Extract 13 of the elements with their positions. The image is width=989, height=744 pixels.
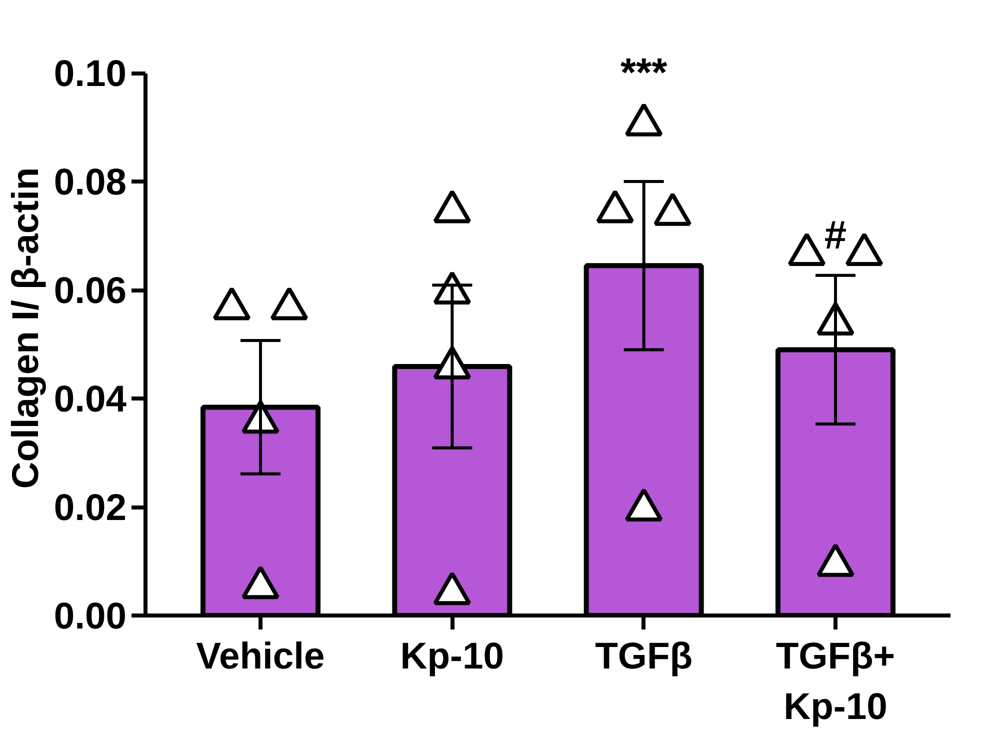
y-tick-label: 0.02 — [54, 486, 127, 528]
y-axis-title: Collagen I/ β-actin — [4, 167, 46, 489]
y-tick-label: 0.10 — [54, 52, 127, 94]
x-tick-label: Vehicle — [196, 634, 325, 676]
annotation: # — [824, 213, 847, 258]
y-tick-label: 0.08 — [54, 160, 127, 203]
annotation: *** — [620, 51, 668, 96]
y-tick-label: 0.04 — [54, 378, 127, 420]
y-tick-label: 0.06 — [54, 269, 127, 312]
y-tick-label: 0.00 — [54, 594, 127, 636]
x-tick-label: TGFβ+ Kp-10 — [776, 634, 896, 727]
x-tick-label: Kp-10 — [400, 634, 504, 676]
x-tick-label: TGFβ — [595, 634, 693, 676]
